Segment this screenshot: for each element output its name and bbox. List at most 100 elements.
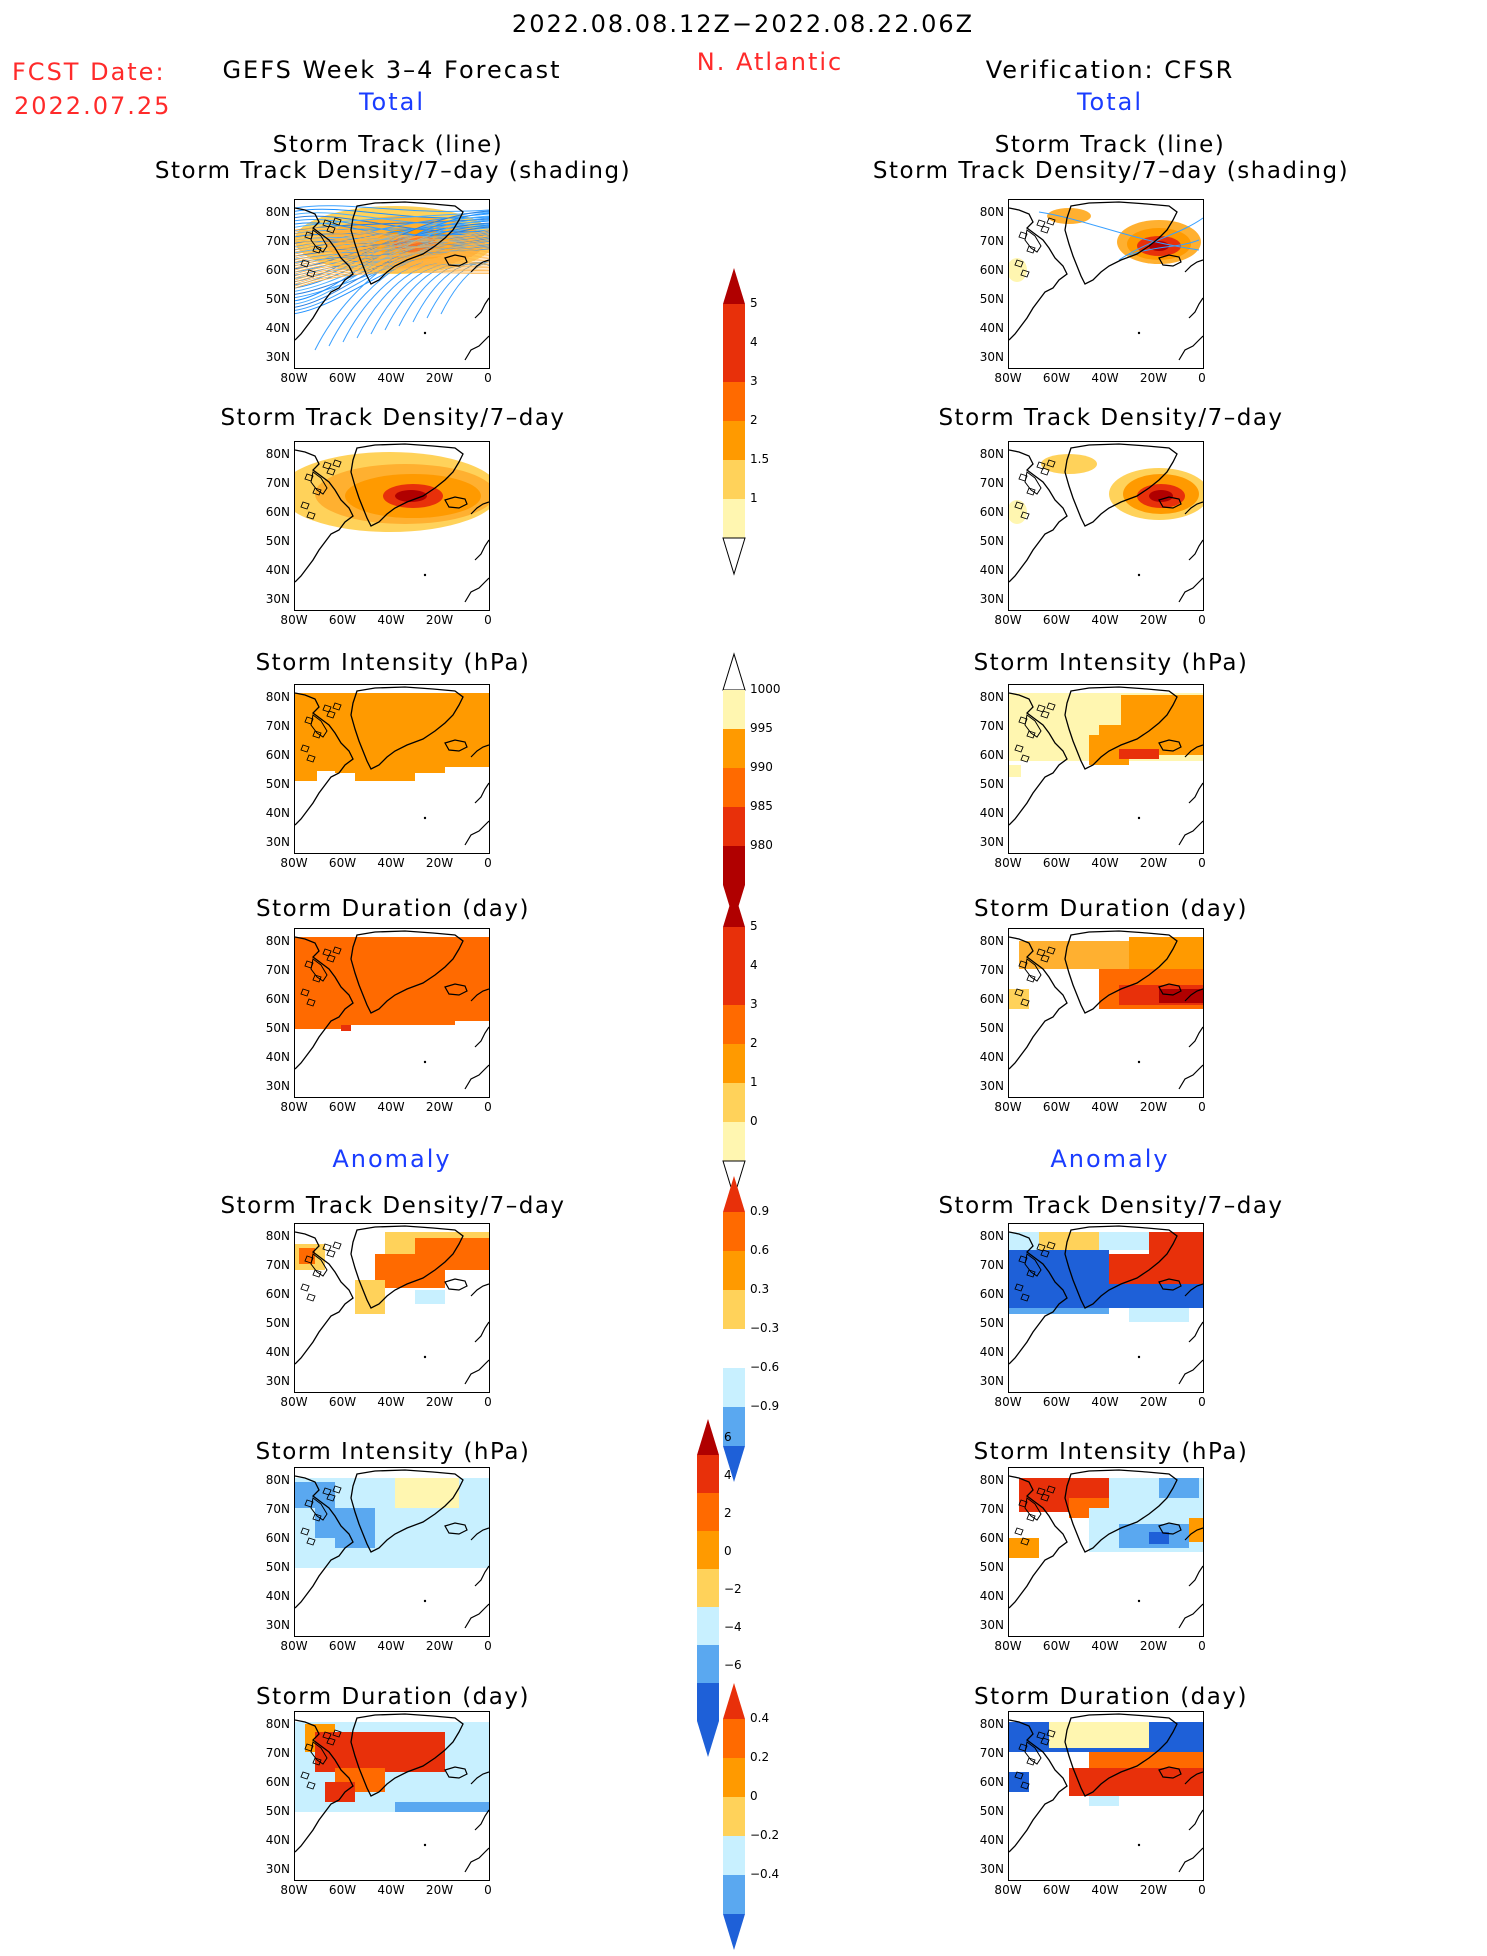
region-title: N. Atlantic (696, 48, 844, 76)
island-coastline (1014, 259, 1024, 268)
lon-60w-label: 60W (1042, 856, 1071, 870)
iceland-coastline (444, 1278, 468, 1291)
map-canvas (1009, 1469, 1203, 1629)
colorbar-segment (723, 1758, 745, 1797)
shade-cell (1009, 1772, 1029, 1792)
azores-dot (1137, 1843, 1141, 1847)
baffin-coastline (1024, 714, 1042, 738)
island-coastline (326, 467, 336, 476)
island-coastline (326, 225, 336, 234)
island-coastline (332, 946, 342, 955)
map-canvas (295, 1225, 489, 1385)
lat-70n-label: 70N (265, 234, 290, 248)
lat-30n-label: 30N (265, 1079, 290, 1093)
greenland-coastline (350, 930, 464, 1014)
storm-track-line (295, 269, 489, 285)
island-coastline (1014, 744, 1024, 753)
colorbar-top-arrow (697, 1419, 719, 1455)
azores-dot (1137, 1599, 1141, 1603)
lat-50n-label: 50N (265, 1316, 290, 1330)
shade-cell (325, 1782, 355, 1802)
colorbar-intensity-anom-tick-label: −4 (724, 1620, 742, 1634)
lon-40w-label: 40W (1091, 1883, 1119, 1897)
colorbar-density-total-tick-label: 2 (750, 413, 758, 427)
storm-track-line (1128, 239, 1200, 256)
iceland-coastline (444, 1522, 468, 1535)
storm-track-line (295, 270, 489, 287)
greenland-coastline (350, 201, 464, 285)
colorbar-bottom-arrow (722, 537, 746, 576)
colorbar-intensity-anom-tick-label: 6 (724, 1430, 732, 1444)
europe-coastline (1178, 259, 1203, 361)
lat-30n-label: 30N (979, 1862, 1004, 1876)
lat-50n-label: 50N (979, 1804, 1004, 1818)
lon-0-label: 0 (484, 371, 492, 385)
island-coastline (332, 1485, 342, 1494)
island-coastline (1018, 1499, 1028, 1508)
greenland-coastline (350, 1713, 464, 1797)
lat-30n-label: 30N (265, 1618, 290, 1632)
title-duration-left: Storm Duration (day) (256, 896, 530, 922)
island-coastline (312, 245, 322, 254)
map-canvas (295, 1469, 489, 1629)
colorbar-duration-anom-tick-label: 0.2 (750, 1750, 770, 1764)
island-coastline (1046, 217, 1056, 226)
map-canvas (1009, 1713, 1203, 1873)
colorbar-density-total-tick-label: 1.5 (750, 452, 770, 466)
density-contour (395, 490, 427, 502)
colorbar-segment (723, 499, 745, 538)
island-coastline (1026, 974, 1036, 983)
island-coastline (300, 1771, 310, 1780)
colorbar-segment (723, 460, 745, 499)
right-anomaly-label: Anomaly (1050, 1145, 1170, 1173)
lon-80w-label: 80W (994, 856, 1022, 870)
shade-cell (1019, 941, 1129, 969)
island-coastline (1026, 1757, 1036, 1766)
lon-80w-label: 80W (280, 1100, 308, 1114)
colorbar-intensity-total-tick-label: 990 (750, 760, 773, 774)
lat-40n-label: 40N (265, 806, 290, 820)
map-panel-right-3 (1008, 684, 1204, 854)
shade-cell (395, 1802, 489, 1812)
lat-50n-label: 50N (265, 1021, 290, 1035)
island-coastline (1026, 730, 1036, 739)
map-panel-left-2 (294, 441, 490, 611)
island-coastline (1018, 1743, 1028, 1752)
colorbar-intensity-anom-tick-label: 2 (724, 1506, 732, 1520)
lat-50n-label: 50N (265, 1560, 290, 1574)
lat-50n-label: 50N (979, 777, 1004, 791)
lat-70n-label: 70N (265, 1502, 290, 1516)
map-panel-right-1 (1008, 199, 1204, 369)
azores-dot (1137, 331, 1141, 335)
colorbar-segment (723, 343, 745, 382)
map-canvas (1009, 686, 1203, 846)
greenland-coastline (1064, 201, 1178, 285)
shade-cell (351, 1015, 455, 1025)
lon-0-label: 0 (484, 1395, 492, 1409)
lon-0-label: 0 (1198, 856, 1206, 870)
lat-50n-label: 50N (265, 1804, 290, 1818)
baffin-coastline (310, 229, 328, 253)
lat-40n-label: 40N (265, 1345, 290, 1359)
lon-20w-label: 20W (425, 856, 454, 870)
greenland-coastline (1064, 1225, 1178, 1309)
colorbar-intensity-total (722, 652, 746, 921)
shade-cell (355, 1280, 385, 1314)
iceland-coastline (444, 254, 468, 267)
lon-60w-label: 60W (1042, 1883, 1071, 1897)
island-coastline (1046, 459, 1056, 468)
island-coastline (312, 1269, 322, 1278)
island-coastline (304, 1255, 314, 1264)
island-coastline (1014, 1283, 1024, 1292)
azores-dot (1137, 1355, 1141, 1359)
shade-cell (1149, 1532, 1169, 1544)
lat-60n-label: 60N (979, 748, 1004, 762)
island-coastline (332, 459, 342, 468)
lon-60w-label: 60W (1042, 1395, 1071, 1409)
map-panel-left-1 (294, 199, 490, 369)
island-coastline (326, 1737, 336, 1746)
storm-track-line (440, 260, 489, 315)
lat-80n-label: 80N (979, 1229, 1004, 1243)
title-intensity-right: Storm Intensity (hPa) (973, 650, 1249, 676)
colorbar-density-anom (723, 1176, 745, 1482)
